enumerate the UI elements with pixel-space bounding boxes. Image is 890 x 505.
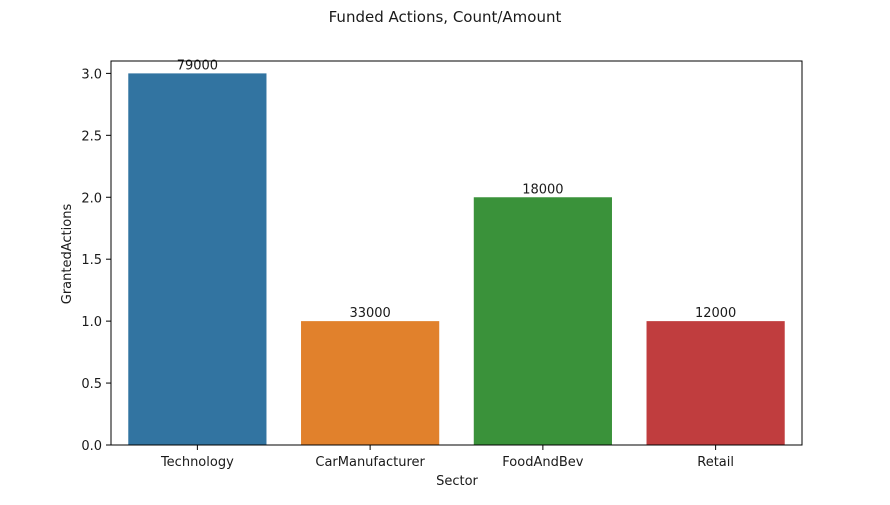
bar-Technology — [128, 73, 267, 446]
y-tick-label: 1.5 — [81, 253, 102, 268]
bar-value-label: 79000 — [177, 58, 218, 73]
bar-FoodAndBev — [473, 197, 612, 445]
y-axis-label: GrantedActions — [60, 204, 75, 305]
x-axis-label: Sector — [436, 474, 478, 489]
plot-area-frame — [110, 60, 803, 446]
x-tick-label: Technology — [160, 455, 234, 470]
x-tick-label: CarManufacturer — [315, 455, 425, 470]
y-tick-label: 2.5 — [81, 129, 102, 144]
bar-CarManufacturer — [301, 321, 440, 445]
chart-title: Funded Actions, Count/Amount — [329, 8, 562, 26]
y-tick-label: 3.0 — [81, 67, 102, 82]
bar-value-labels: 79000 33000 18000 12000 — [177, 58, 737, 321]
y-axis-ticks: 0.0 0.5 1.0 1.5 2.0 2.5 3.0 — [81, 67, 111, 454]
x-tick-label: FoodAndBev — [502, 455, 583, 470]
bars-layer — [128, 73, 785, 446]
y-tick-label: 0.5 — [81, 377, 102, 392]
bar-value-label: 12000 — [695, 306, 736, 321]
y-tick-label: 1.0 — [81, 315, 102, 330]
y-tick-label: 2.0 — [81, 191, 102, 206]
x-tick-label: Retail — [697, 455, 734, 470]
bar-value-label: 33000 — [349, 306, 390, 321]
bar-Retail — [646, 321, 785, 445]
y-tick-label: 0.0 — [81, 439, 102, 454]
x-axis-ticks: Technology CarManufacturer FoodAndBev Retai… — [160, 445, 734, 470]
bar-value-label: 18000 — [522, 182, 563, 197]
